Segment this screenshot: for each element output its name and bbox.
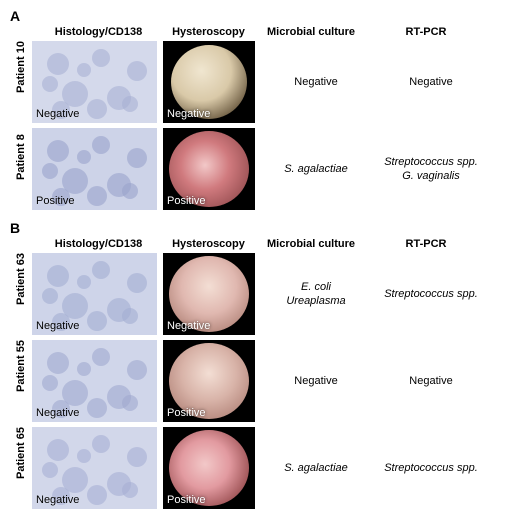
patient-row: Patient 8 Positive Positive S. agalactiaeSt… [10, 128, 507, 210]
panel-a: A Histology/CD138 Hysteroscopy Microbial… [10, 8, 507, 210]
culture-result: Negative [261, 75, 371, 89]
header-hysteroscopy: Hysteroscopy [161, 238, 256, 250]
culture-result: E. coliUreaplasma [261, 280, 371, 309]
patient-label: Patient 63 [15, 283, 27, 305]
header-culture: Microbial culture [256, 238, 366, 250]
header-hysteroscopy: Hysteroscopy [161, 26, 256, 38]
hysteroscopy-result-label: Positive [167, 494, 206, 506]
histology-result-label: Negative [36, 494, 79, 506]
panel-b: B Histology/CD138 Hysteroscopy Microbial… [10, 220, 507, 509]
hysteroscopy-result-label: Negative [167, 108, 210, 120]
patient-row: Patient 63 Negative Negative E. coliUreapla… [10, 253, 507, 335]
hysteroscopy-result-label: Negative [167, 320, 210, 332]
rtpcr-result: Streptococcus spp. [371, 461, 491, 475]
rtpcr-result: Streptococcus spp.G. vaginalis [371, 155, 491, 184]
hysteroscopy-image: Positive [163, 128, 255, 210]
histology-result-label: Negative [36, 407, 79, 419]
header-rtpcr: RT-PCR [366, 26, 486, 38]
patient-label: Patient 8 [15, 158, 27, 180]
culture-result: Negative [261, 374, 371, 388]
header-histology: Histology/CD138 [36, 26, 161, 38]
histology-result-label: Positive [36, 195, 75, 207]
culture-result: S. agalactiae [261, 162, 371, 176]
histology-image: Negative [32, 253, 157, 335]
patient-label: Patient 55 [15, 370, 27, 392]
patient-row: Patient 65 Negative Positive S. agalactiaeS… [10, 427, 507, 509]
hysteroscopy-image: Positive [163, 427, 255, 509]
panel-letter-b: B [10, 220, 507, 236]
header-histology: Histology/CD138 [36, 238, 161, 250]
histology-result-label: Negative [36, 108, 79, 120]
rtpcr-result: Negative [371, 374, 491, 388]
histology-image: Negative [32, 427, 157, 509]
rtpcr-result: Negative [371, 75, 491, 89]
panel-letter-a: A [10, 8, 507, 24]
patient-row: Patient 10NegativeNegativeNegativeNegati… [10, 41, 507, 123]
rtpcr-result: Streptococcus spp. [371, 287, 491, 301]
patient-label: Patient 10 [15, 71, 27, 93]
hysteroscopy-image: Negative [163, 41, 255, 123]
header-row-b: Histology/CD138 Hysteroscopy Microbial c… [36, 238, 507, 250]
histology-result-label: Negative [36, 320, 79, 332]
histology-image: Negative [32, 340, 157, 422]
hysteroscopy-result-label: Positive [167, 195, 206, 207]
header-culture: Microbial culture [256, 26, 366, 38]
histology-image: Negative [32, 41, 157, 123]
culture-result: S. agalactiae [261, 461, 371, 475]
patient-row: Patient 55NegativePositiveNegativeNegati… [10, 340, 507, 422]
header-rtpcr: RT-PCR [366, 238, 486, 250]
histology-image: Positive [32, 128, 157, 210]
hysteroscopy-image: Positive [163, 340, 255, 422]
patient-label: Patient 65 [15, 457, 27, 479]
header-row-a: Histology/CD138 Hysteroscopy Microbial c… [36, 26, 507, 38]
hysteroscopy-result-label: Positive [167, 407, 206, 419]
hysteroscopy-image: Negative [163, 253, 255, 335]
